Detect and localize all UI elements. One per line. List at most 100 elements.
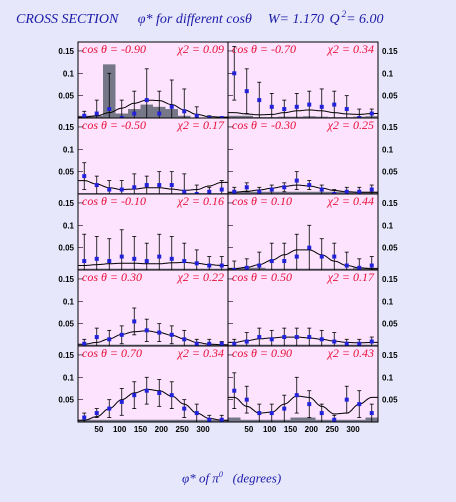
x-tick-label: 100: [263, 425, 277, 434]
x-tick-label: 200: [155, 425, 169, 434]
data-point: [132, 185, 137, 190]
data-point: [157, 254, 162, 259]
data-point: [169, 332, 174, 337]
fit-curve: [228, 184, 378, 193]
panel-4: cos θ = -0.30 χ2 = 0.25 0.15 0.1 0.05: [227, 117, 398, 196]
hist-bar: [153, 344, 166, 346]
y-tick-label: 0.1: [63, 297, 75, 306]
panel-background: [228, 118, 378, 194]
panel-chi2: χ2 = 0.09: [177, 42, 224, 56]
data-point: [194, 261, 199, 266]
panel-label: cos θ = -0.90: [82, 42, 146, 56]
data-point: [232, 388, 237, 393]
data-point: [269, 411, 274, 416]
fit-curve: [78, 180, 228, 191]
y-tick-label: 0.05: [58, 396, 74, 405]
hist-bar: [278, 191, 291, 194]
y-tick-label: 0.15: [382, 199, 398, 208]
panel-chi2: χ2 = 0.17: [327, 270, 375, 284]
panel-10: cos θ = 0.90 χ2 = 0.43 0.15 0.1 0.05 50 100 150…: [227, 345, 398, 434]
title-q2-label: Q: [329, 11, 340, 27]
hist-bar: [115, 419, 128, 422]
data-point: [319, 411, 324, 416]
data-point: [132, 256, 137, 261]
data-point: [369, 263, 374, 268]
panel-label: cos θ = -0.10: [82, 194, 146, 208]
panel-6: cos θ = 0.10 χ2 = 0.44 0.15 0.1 0.05: [227, 193, 398, 272]
data-point: [119, 254, 124, 259]
data-point: [244, 339, 249, 344]
data-point: [144, 328, 149, 333]
hist-bar: [103, 419, 116, 422]
panel-label: cos θ = -0.70: [232, 42, 296, 56]
panel-chi2: χ2 = 0.44: [327, 194, 374, 208]
data-point: [94, 183, 99, 188]
data-point: [307, 102, 312, 107]
y-tick-label: 0.05: [382, 396, 398, 405]
y-tick-label: 0.05: [58, 320, 74, 329]
data-point: [319, 337, 324, 342]
data-point: [357, 265, 362, 270]
hist-bar: [165, 419, 178, 422]
data-point: [182, 337, 187, 342]
data-point: [319, 104, 324, 109]
title-phi-for: φ* for different cosθ: [137, 11, 252, 27]
title-cross-section: CROSS SECTION: [16, 11, 119, 27]
data-point: [132, 319, 137, 324]
fit-curve: [228, 249, 378, 270]
x-tick-label: 50: [244, 425, 253, 434]
data-point: [207, 341, 212, 346]
x-tick-label: 200: [305, 425, 319, 434]
hist-bar: [178, 419, 191, 422]
hist-bar: [90, 419, 103, 422]
data-point: [307, 183, 312, 188]
hist-bar: [165, 344, 178, 346]
data-point: [82, 415, 87, 420]
y-tick-label: 0.15: [382, 275, 398, 284]
figure-title: CROSS SECTION φ* for different cosθ W= 1…: [16, 9, 386, 28]
data-point: [207, 417, 212, 422]
y-tick-label: 0.05: [58, 168, 74, 177]
x-tick-label: 250: [325, 425, 339, 434]
y-tick-label: 0.1: [382, 221, 394, 230]
data-point: [144, 388, 149, 393]
y-tick-label: 0.15: [382, 123, 398, 132]
panel-7: cos θ = 0.30 χ2 = 0.22 0.15 0.1 0.05: [58, 269, 229, 347]
data-point: [332, 254, 337, 259]
data-point: [207, 189, 212, 194]
panel-background: [228, 42, 378, 118]
y-tick-label: 0.15: [382, 47, 398, 56]
data-point: [169, 393, 174, 398]
panel-chi2: χ2 = 0.25: [327, 118, 374, 132]
data-point: [257, 189, 262, 194]
data-point: [182, 189, 187, 194]
fit-curve: [228, 336, 378, 344]
data-point: [82, 174, 87, 179]
panel-chi2: χ2 = 0.34: [327, 42, 374, 56]
panel-label: cos θ = -0.30: [232, 118, 296, 132]
data-point: [294, 393, 299, 398]
data-point: [94, 411, 99, 416]
hist-bar: [290, 417, 303, 422]
y-tick-label: 0.1: [382, 145, 394, 154]
data-point: [257, 98, 262, 103]
data-point: [169, 104, 174, 109]
data-point: [282, 335, 287, 340]
data-point: [94, 335, 99, 340]
data-point: [332, 339, 337, 344]
data-point: [294, 335, 299, 340]
panel-label: cos θ = 0.90: [232, 346, 292, 360]
hist-bar: [303, 191, 316, 194]
data-point: [244, 185, 249, 190]
panel-label: cos θ = 0.30: [82, 270, 142, 284]
fit-curve: [228, 109, 378, 116]
data-point: [369, 411, 374, 416]
hist-bar: [240, 115, 253, 118]
data-point: [307, 335, 312, 340]
data-point: [294, 178, 299, 183]
hist-bar: [228, 417, 241, 422]
data-point: [132, 111, 137, 116]
data-point: [182, 109, 187, 114]
data-point: [257, 263, 262, 268]
